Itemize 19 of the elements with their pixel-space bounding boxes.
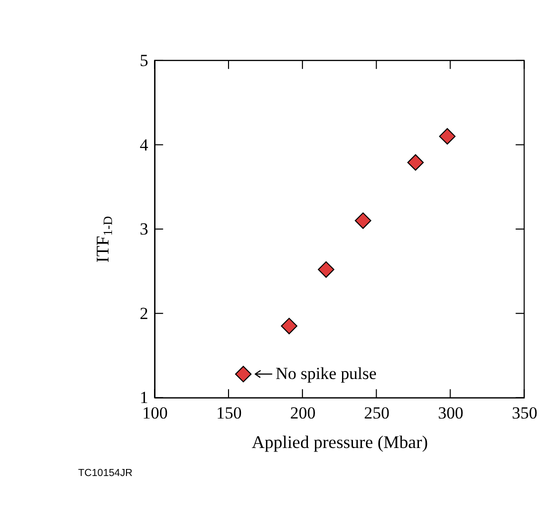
point [235,366,252,382]
x-axis-title: Applied pressure (Mbar) [252,432,428,452]
x-tick-label: 150 [216,404,242,423]
point [318,261,334,278]
x-tick-label: 300 [438,404,464,423]
y-tick-label: 3 [140,220,148,239]
y-axis-title: ITF1-D [92,216,116,263]
y-tick-label: 4 [140,135,149,154]
point [407,154,424,171]
text: TC10154JR [78,468,133,479]
x-tick-label: 200 [290,404,316,423]
point [439,128,456,145]
point [280,318,298,334]
y-tick-label: 5 [140,50,148,70]
annotation: No spike pulse [276,364,377,384]
x-tick-label: 250 [364,404,390,423]
point [354,212,372,229]
y-tick-label: 2 [140,304,148,323]
x-tick-label: 350 [512,404,538,423]
